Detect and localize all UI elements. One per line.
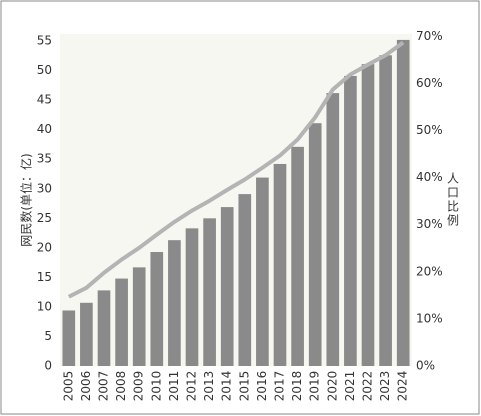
y-tick-label: 45: [37, 93, 52, 107]
bar: [150, 251, 164, 366]
bar: [80, 302, 93, 366]
x-tick-label: 2018: [290, 371, 304, 402]
bar: [185, 228, 199, 366]
bar: [115, 278, 128, 366]
y2-tick-label: 60%: [416, 76, 443, 90]
x-tick-label: 2021: [343, 371, 357, 402]
bar: [168, 240, 181, 366]
bar: [326, 93, 340, 366]
bar: [396, 39, 410, 367]
y2-tick-label: 0%: [416, 359, 435, 373]
x-tick-label: 2013: [202, 371, 216, 402]
bar: [203, 218, 216, 366]
y-tick-label: 55: [37, 34, 52, 48]
bar: [238, 194, 252, 366]
bar: [291, 146, 304, 366]
bar: [344, 75, 357, 367]
x-tick-label: 2006: [79, 371, 93, 402]
x-tick-label: 2005: [61, 371, 75, 402]
bar: [361, 64, 375, 366]
x-tick-label: 2007: [97, 371, 111, 402]
y-tick-label: 30: [37, 181, 52, 195]
bar: [308, 123, 322, 366]
y-tick-label: 5: [44, 329, 52, 343]
bar: [97, 290, 111, 366]
y-tick-label: 25: [37, 211, 52, 225]
y-tick-label: 20: [37, 240, 52, 254]
y2-tick-label: 40%: [416, 170, 443, 184]
x-tick-label: 2015: [237, 371, 251, 402]
x-tick-label: 2008: [114, 371, 128, 402]
x-tick-label: 2014: [220, 371, 234, 402]
x-tick-label: 2023: [378, 371, 392, 402]
x-tick-label: 2010: [149, 371, 163, 402]
plot-area: [60, 34, 412, 366]
y-tick-label: 35: [37, 152, 52, 166]
y-tick-label: 15: [37, 270, 52, 284]
bar: [220, 207, 234, 366]
line: [67, 40, 405, 299]
y-tick-label: 40: [37, 122, 52, 136]
bar: [379, 55, 392, 366]
y-tick-label: 10: [37, 299, 52, 313]
y-axis-label: 网民数(单位：亿): [19, 153, 34, 246]
x-tick-label: 2011: [167, 371, 181, 402]
x-tick-label: 2017: [273, 371, 287, 402]
x-tick-label: 2024: [396, 371, 410, 402]
x-tick-label: 2012: [185, 371, 199, 402]
y-tick-label: 50: [37, 63, 52, 77]
bar: [273, 163, 287, 366]
x-tick-label: 2009: [132, 371, 146, 402]
x-tick-label: 2019: [308, 371, 322, 402]
y2-axis-label: 人口比例: [446, 172, 460, 228]
y2-tick-label: 30%: [416, 217, 443, 231]
y2-tick-label: 10%: [416, 311, 443, 325]
bar: [256, 177, 269, 366]
bar: [132, 267, 146, 366]
x-tick-label: 2022: [361, 371, 375, 402]
y2-tick-label: 20%: [416, 264, 443, 278]
x-tick-label: 2020: [325, 371, 339, 402]
y-tick-label: 0: [44, 359, 52, 373]
y2-tick-label: 70%: [416, 29, 443, 43]
x-tick-label: 2016: [255, 371, 269, 402]
y2-tick-label: 50%: [416, 123, 443, 137]
bar: [62, 310, 76, 366]
